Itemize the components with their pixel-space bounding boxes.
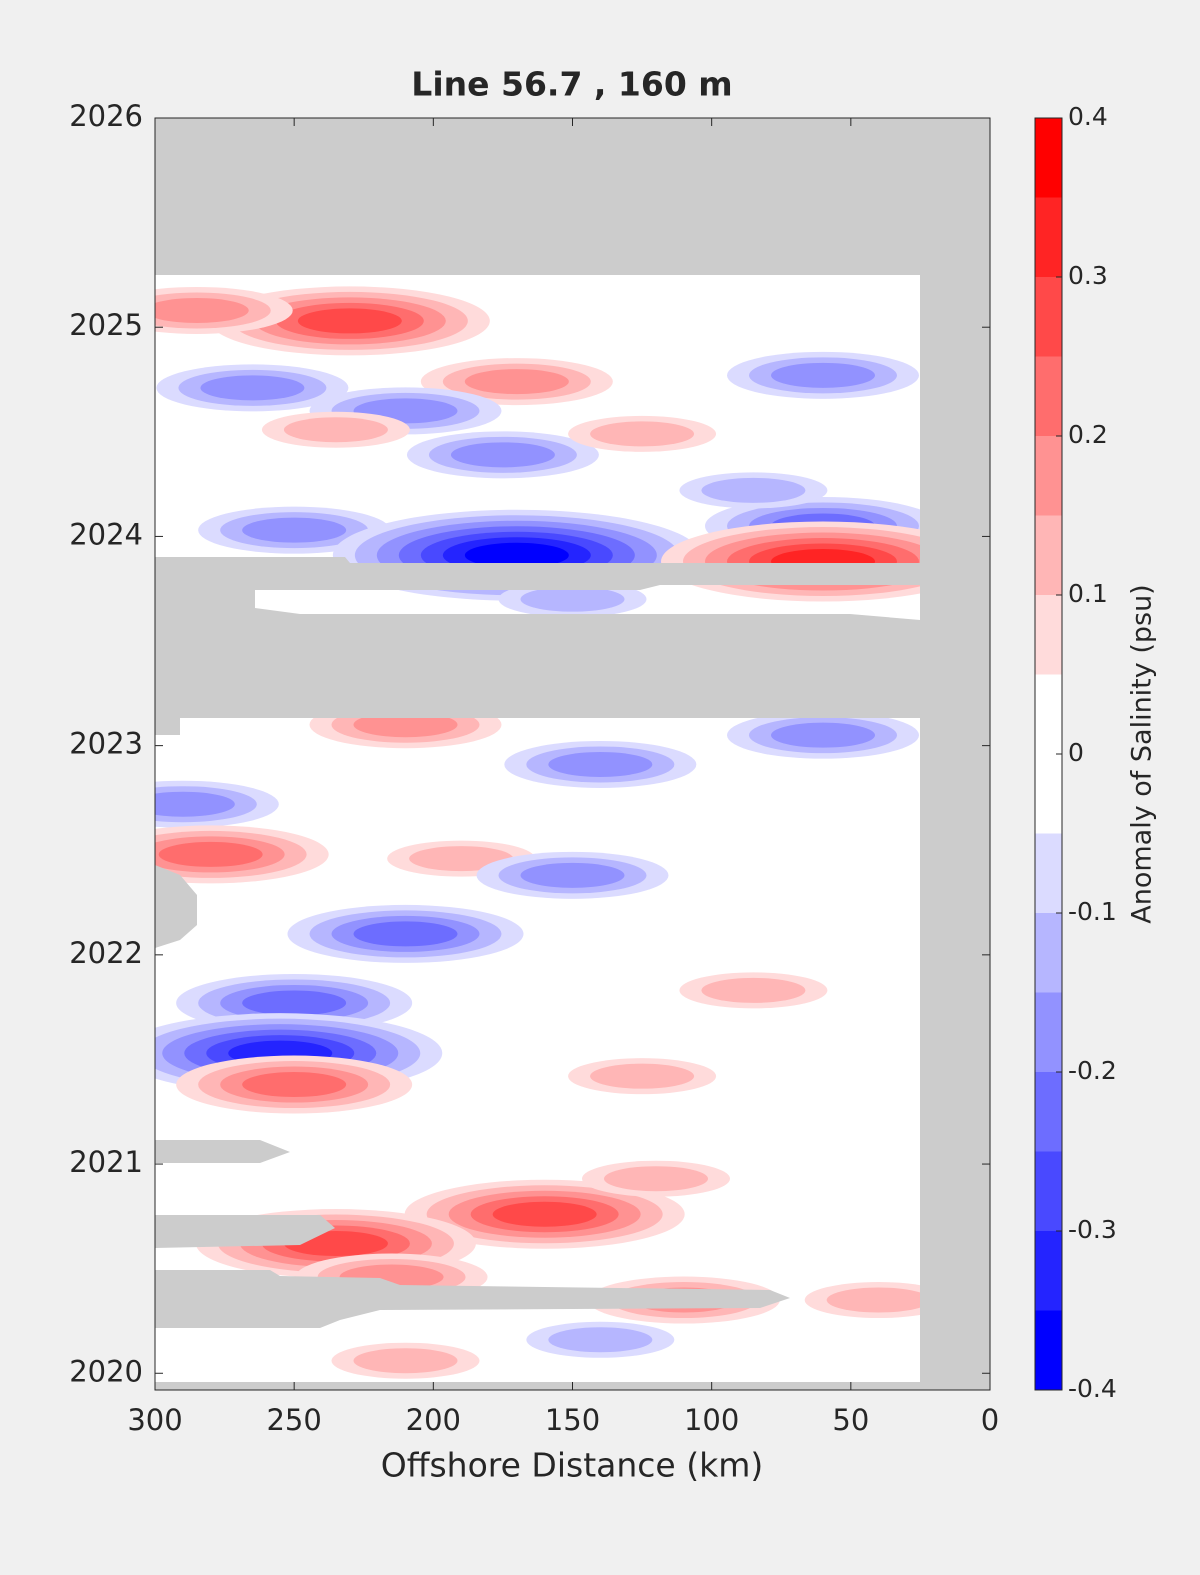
colorbar-tick-label: 0.3: [1068, 261, 1108, 290]
contour-band: [492, 1201, 597, 1227]
contour-band: [590, 421, 695, 447]
x-tick-label: 150: [545, 1403, 600, 1437]
colorbar-band: [1035, 1151, 1062, 1231]
contour-field: [155, 286, 985, 1379]
colorbar-band: [1035, 436, 1062, 516]
mask-region: [920, 118, 990, 1390]
colorbar-band: [1035, 913, 1062, 993]
contour-band: [297, 308, 402, 334]
contour-band: [701, 477, 806, 503]
y-tick-label: 2020: [69, 1354, 143, 1388]
colorbar-band: [1035, 595, 1062, 675]
mask-region: [155, 1215, 335, 1248]
contour-band: [604, 1166, 708, 1192]
colorbar-band: [1035, 674, 1062, 754]
colorbar-tick-label: -0.1: [1068, 897, 1117, 926]
chart-title: Line 56.7 , 160 m: [411, 65, 732, 104]
x-axis-label: Offshore Distance (km): [381, 1446, 763, 1485]
contour-band: [155, 297, 249, 323]
contour-band: [771, 722, 875, 748]
contour-band: [353, 921, 458, 947]
contour-band: [520, 586, 625, 612]
colorbar-band: [1035, 833, 1062, 913]
contour-band: [826, 1287, 931, 1313]
contour-band: [771, 362, 875, 388]
colorbar-tick-label: -0.4: [1068, 1374, 1117, 1403]
mask-region: [155, 557, 920, 735]
colorbar-band: [1035, 754, 1062, 834]
contour-band: [548, 751, 653, 777]
contour-band: [242, 517, 347, 543]
x-tick-label: 0: [981, 1403, 999, 1437]
contour-band: [242, 1072, 347, 1098]
mask-region: [155, 118, 990, 275]
contour-band: [158, 841, 263, 867]
colorbar-tick-label: -0.3: [1068, 1215, 1117, 1244]
colorbar-band: [1035, 1072, 1062, 1152]
x-tick-label: 250: [266, 1403, 321, 1437]
x-tick-label: 300: [127, 1403, 182, 1437]
colorbar-band: [1035, 197, 1062, 277]
contour-band: [353, 1348, 458, 1374]
y-tick-label: 2023: [69, 727, 143, 761]
colorbar-tick-label: 0.4: [1068, 102, 1108, 131]
colorbar-band: [1035, 277, 1062, 357]
colorbar-band: [1035, 356, 1062, 436]
colorbar: -0.4 -0.3 -0.2 -0.1 0 0.1 0.2 0.3 0.4: [1034, 102, 1117, 1403]
colorbar-band: [1035, 118, 1062, 198]
contour-band: [450, 442, 555, 468]
colorbar-label: Anomaly of Salinity (psu): [1127, 584, 1158, 923]
contour-band: [590, 1063, 695, 1089]
contour-band: [283, 417, 388, 443]
colorbar-band: [1035, 1231, 1062, 1311]
y-tick-label: 2022: [69, 936, 143, 970]
no-data-mask: [155, 118, 990, 1390]
x-tick-label: 200: [406, 1403, 461, 1437]
contour-band: [464, 369, 569, 395]
colorbar-tick-label: 0.1: [1068, 579, 1108, 608]
contour-band: [464, 542, 569, 568]
colorbar-tick-label: 0: [1068, 738, 1084, 767]
contour-band: [353, 712, 458, 738]
colorbar-tick-label: -0.2: [1068, 1056, 1117, 1085]
x-tick-label: 100: [684, 1403, 739, 1437]
colorbar-tick-label: 0.2: [1068, 420, 1108, 449]
contour-band: [200, 375, 305, 401]
contour-band: [520, 862, 625, 888]
y-tick-label: 2024: [69, 517, 143, 551]
y-tick-label: 2025: [69, 308, 143, 342]
mask-region: [155, 1270, 790, 1328]
colorbar-band: [1035, 992, 1062, 1072]
colorbar-band: [1035, 1310, 1062, 1390]
colorbar-band: [1035, 515, 1062, 595]
contour-band: [701, 977, 806, 1003]
y-tick-label: 2021: [69, 1145, 143, 1179]
contour-band: [155, 791, 235, 817]
contour-band: [242, 990, 347, 1016]
mask-region: [155, 1140, 290, 1163]
contour-band: [548, 1327, 653, 1353]
mask-region: [155, 865, 197, 948]
x-tick-label: 50: [832, 1403, 869, 1437]
y-tick-label: 2026: [69, 99, 143, 133]
